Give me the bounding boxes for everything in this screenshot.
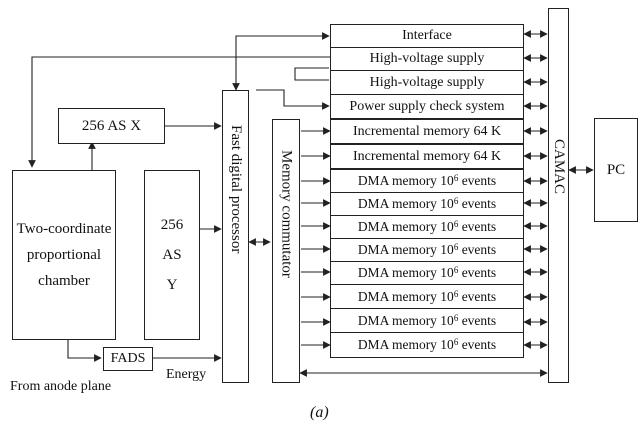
- as-x-block: 256 AS X: [58, 108, 165, 144]
- memory-commutator-label: Memory commutator: [278, 150, 295, 278]
- dma-prefix: DMA memory 10: [357, 196, 454, 211]
- interface-module: Interface: [330, 24, 524, 48]
- dma-exp: 6: [453, 337, 459, 347]
- dma-suffix: events: [458, 265, 497, 280]
- camac-block: CAMAC: [548, 8, 569, 383]
- as-y-line-2: AS: [162, 247, 182, 263]
- pc-label: PC: [606, 161, 626, 178]
- chamber-line-1: Two-coordinate: [16, 221, 112, 237]
- dma-memory-4: DMA memory 10 6 events: [330, 238, 524, 262]
- dma-suffix: events: [458, 219, 497, 234]
- dma-prefix: DMA memory 10: [357, 337, 454, 352]
- dma-suffix: events: [458, 312, 497, 328]
- dma-suffix: events: [458, 173, 497, 188]
- dma-suffix: events: [458, 196, 497, 211]
- dma-prefix: DMA memory 10: [357, 173, 454, 188]
- camac-label: CAMAC: [551, 139, 567, 195]
- dma-exp: 6: [453, 173, 459, 183]
- incremental-memory-2-label: Incremental memory 64 K: [352, 148, 502, 164]
- incremental-memory-1-label: Incremental memory 64 K: [352, 123, 502, 139]
- dma-exp: 6: [453, 312, 459, 323]
- dma-prefix: DMA memory 10: [357, 312, 454, 328]
- incremental-memory-1: Incremental memory 64 K: [330, 119, 524, 144]
- fast-digital-processor-block: Fast digital processor: [222, 90, 249, 383]
- high-voltage-supply-2: High-voltage supply: [330, 70, 524, 95]
- high-voltage-supply-1: High-voltage supply: [330, 47, 524, 71]
- dma-prefix: DMA memory 10: [357, 219, 454, 234]
- figure-caption: (a): [310, 404, 329, 421]
- from-anode-label: From anode plane: [10, 379, 112, 394]
- dma-memory-3: DMA memory 10 6 events: [330, 215, 524, 239]
- memory-commutator-block: Memory commutator: [272, 119, 300, 383]
- incremental-memory-2: Incremental memory 64 K: [330, 144, 524, 169]
- dma-exp: 6: [453, 196, 459, 206]
- power-supply-check-module: Power supply check system: [330, 94, 524, 119]
- dma-prefix: DMA memory 10: [357, 288, 454, 304]
- dma-prefix: DMA memory 10: [357, 265, 454, 280]
- dma-suffix: events: [458, 337, 497, 352]
- as-y-line-1: 256: [160, 217, 184, 233]
- energy-label: Energy: [166, 367, 207, 382]
- dma-suffix: events: [458, 242, 497, 257]
- hv-supply-1-label: High-voltage supply: [369, 51, 485, 66]
- as-y-block: 256 AS Y: [144, 170, 200, 340]
- dma-exp: 6: [453, 242, 459, 252]
- hv-supply-2-label: High-voltage supply: [369, 74, 485, 90]
- dma-prefix: DMA memory 10: [357, 242, 454, 257]
- as-x-label: 256 AS X: [81, 117, 142, 134]
- power-check-label: Power supply check system: [349, 98, 505, 114]
- chamber-block: Two-coordinate proportional chamber: [12, 170, 116, 340]
- pc-block: PC: [594, 118, 638, 222]
- dma-exp: 6: [453, 265, 459, 275]
- dma-memory-5: DMA memory 10 6 events: [330, 261, 524, 285]
- chamber-line-3: chamber: [38, 273, 90, 289]
- chamber-line-2: proportional: [26, 247, 102, 263]
- fads-block: FADS: [103, 347, 153, 371]
- fast-processor-label: Fast digital processor: [228, 125, 244, 254]
- dma-exp: 6: [453, 288, 459, 299]
- dma-exp: 6: [453, 219, 459, 229]
- dma-suffix: events: [458, 288, 497, 304]
- dma-memory-1: DMA memory 10 6 events: [330, 169, 524, 193]
- dma-memory-7: DMA memory 10 6 events: [330, 308, 524, 333]
- dma-memory-8: DMA memory 10 6 events: [330, 332, 524, 358]
- dma-memory-2: DMA memory 10 6 events: [330, 192, 524, 216]
- interface-label: Interface: [402, 28, 452, 43]
- as-y-line-3: Y: [166, 277, 178, 293]
- dma-memory-6: DMA memory 10 6 events: [330, 284, 524, 309]
- fads-label: FADS: [110, 351, 146, 366]
